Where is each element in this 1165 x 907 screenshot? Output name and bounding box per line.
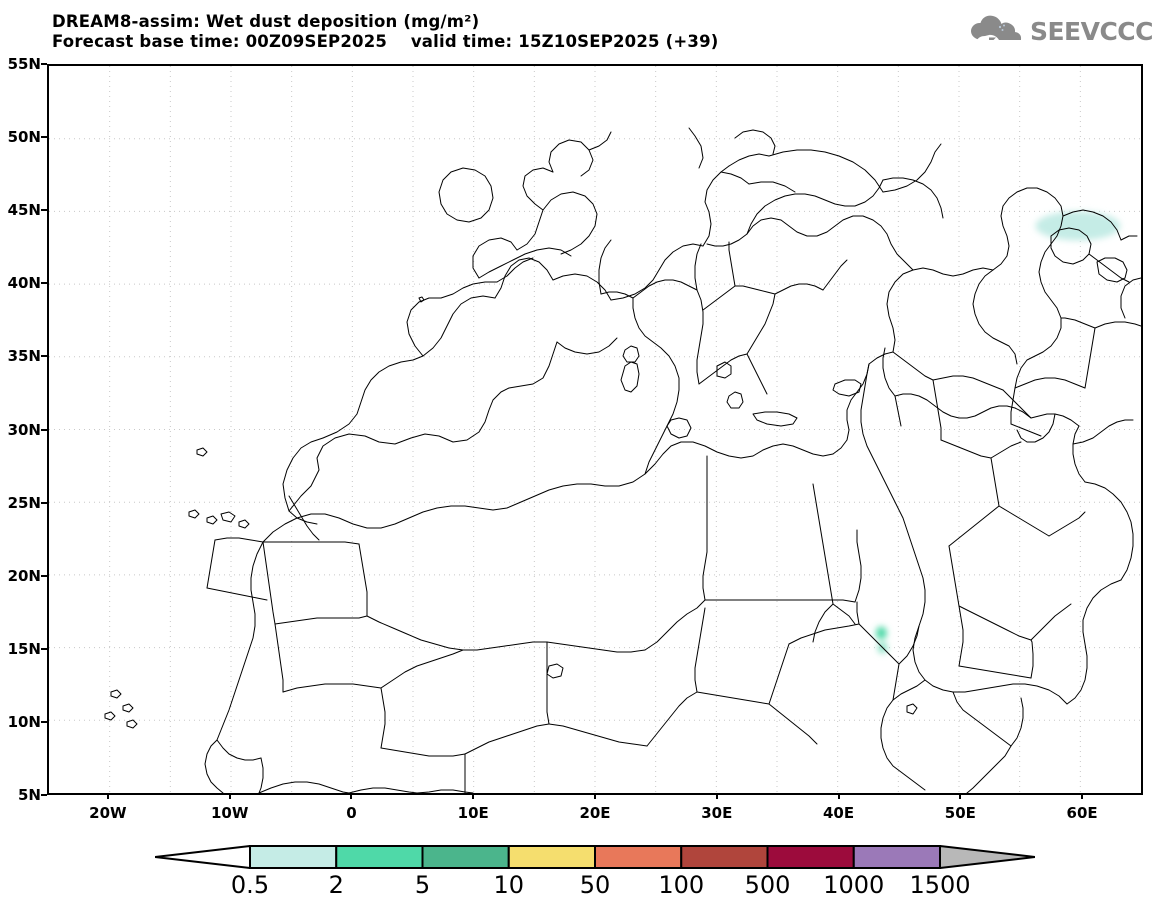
y-axis-labels: 5N 10N 15N 20N 25N 30N 35N 40N 45N 50N 55N	[0, 55, 47, 804]
x-tick-mark	[106, 793, 109, 799]
seevccc-logo: SEEVCCC	[969, 14, 1154, 48]
y-tick-25N: 25N	[7, 493, 41, 512]
colorbar-segment-1	[335, 845, 424, 869]
y-tick-mark	[41, 355, 47, 358]
x-tick-0: 0	[346, 804, 357, 822]
x-tick-mark	[959, 793, 962, 799]
colorbar-segment-7	[852, 845, 941, 869]
colorbar-label-2: 2	[328, 871, 344, 899]
y-tick-mark	[41, 647, 47, 650]
y-tick-30N: 30N	[7, 420, 41, 439]
y-tick-50N: 50N	[7, 128, 41, 147]
colorbar-over-arrow	[939, 845, 1035, 869]
colorbar: 0.5 2 5 10 50 100 500 1000 1500	[155, 843, 1035, 903]
colorbar-label-500: 500	[744, 871, 791, 899]
y-tick-mark	[41, 720, 47, 723]
colorbar-segment-4	[594, 845, 683, 869]
logo-text: SEEVCCC	[1029, 16, 1154, 46]
plume-yemen-plume-north	[875, 626, 887, 640]
colorbar-segment-3	[507, 845, 596, 869]
map-gridlines	[49, 66, 1141, 793]
x-tick-60E: 60E	[1066, 804, 1098, 822]
y-tick-mark	[41, 574, 47, 577]
dust-deposition-field	[875, 211, 1121, 654]
y-tick-55N: 55N	[7, 55, 41, 73]
colorbar-label-50: 50	[579, 871, 611, 899]
colorbar-label-1000: 1000	[823, 871, 885, 899]
cloud-icon	[969, 14, 1023, 48]
y-tick-15N: 15N	[7, 639, 41, 658]
y-tick-mark	[41, 136, 47, 139]
chart-subtitle: Forecast base time: 00Z09SEP2025 valid t…	[52, 32, 719, 51]
x-tick-20E: 20E	[579, 804, 611, 822]
colorbar-label-0.5: 0.5	[230, 871, 270, 899]
y-tick-mark	[41, 428, 47, 431]
map-coastlines	[104, 127, 1141, 793]
colorbar-label-5: 5	[414, 871, 431, 899]
y-tick-mark	[41, 501, 47, 504]
colorbar-segment-6	[766, 845, 855, 869]
x-tick-40E: 40E	[822, 804, 855, 822]
map-plot-area	[47, 64, 1143, 795]
colorbar-segment-5	[680, 845, 769, 869]
y-tick-mark	[41, 794, 47, 796]
x-tick-50E: 50E	[944, 804, 976, 822]
colorbar-segment-2	[421, 845, 510, 869]
x-tick-mark	[837, 793, 840, 799]
colorbar-label-1500: 1500	[909, 871, 971, 899]
y-tick-5N: 5N	[18, 786, 41, 804]
x-tick-mark	[1081, 793, 1084, 799]
colorbar-label-100: 100	[658, 871, 705, 899]
y-tick-10N: 10N	[7, 712, 41, 731]
y-tick-mark	[41, 63, 47, 65]
y-tick-mark	[41, 209, 47, 212]
x-tick-mark	[350, 793, 353, 799]
chart-title: DREAM8-assim: Wet dust deposition (mg/m²…	[52, 12, 480, 31]
x-axis-labels: 20W 10W 0 10E 20E 30E 40E 50E 60E	[47, 793, 1143, 822]
y-tick-35N: 35N	[7, 347, 41, 366]
x-tick-mark	[715, 793, 718, 799]
x-tick-10E: 10E	[457, 804, 489, 822]
y-tick-mark	[41, 282, 47, 285]
x-tick-mark	[594, 793, 596, 799]
x-tick-20W: 20W	[89, 804, 127, 822]
plume-aral-sea-plume	[1035, 211, 1121, 241]
y-tick-45N: 45N	[7, 201, 41, 220]
x-tick-mark	[472, 793, 475, 799]
x-tick-30E: 30E	[701, 804, 733, 822]
x-tick-10W: 10W	[210, 804, 249, 822]
colorbar-under-arrow	[155, 845, 251, 869]
colorbar-label-10: 10	[493, 871, 525, 899]
y-tick-40N: 40N	[7, 274, 41, 293]
y-tick-20N: 20N	[7, 566, 41, 585]
x-tick-mark	[228, 793, 231, 799]
chart-header: DREAM8-assim: Wet dust deposition (mg/m²…	[52, 12, 952, 52]
colorbar-segment-0	[249, 845, 338, 869]
